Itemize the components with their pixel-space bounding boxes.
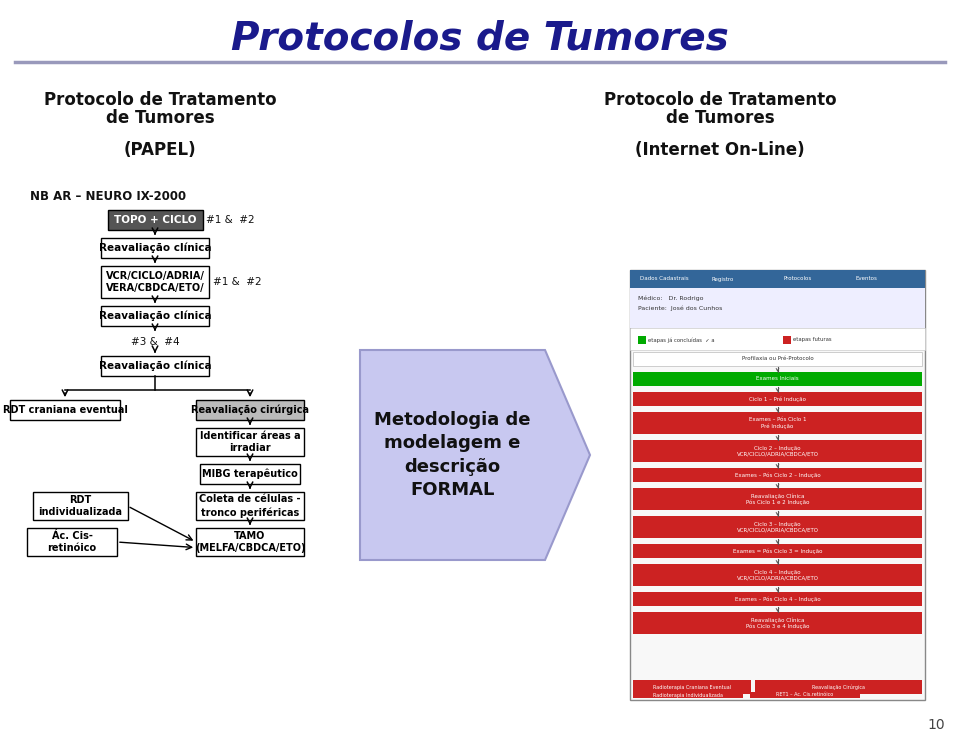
Text: Protocolos: Protocolos: [784, 277, 812, 281]
Text: Reavaliação cirúrgica: Reavaliação cirúrgica: [191, 404, 309, 416]
FancyBboxPatch shape: [750, 692, 860, 698]
FancyBboxPatch shape: [638, 336, 646, 344]
FancyBboxPatch shape: [633, 468, 922, 482]
Text: Exames – Pós Ciclo 4 – Indução: Exames – Pós Ciclo 4 – Indução: [734, 597, 821, 602]
Text: Reavaliação Clínica
Pós Ciclo 3 e 4 Indução: Reavaliação Clínica Pós Ciclo 3 e 4 Indu…: [746, 617, 809, 629]
Text: Identificar áreas a
irradiar: Identificar áreas a irradiar: [200, 431, 300, 453]
FancyBboxPatch shape: [630, 270, 925, 288]
Text: Reavaliação clínica: Reavaliação clínica: [99, 311, 211, 321]
Text: NB AR – NEURO IX-2000: NB AR – NEURO IX-2000: [30, 189, 186, 203]
Text: Radioterapia Individualizada: Radioterapia Individualizada: [653, 692, 723, 697]
Text: Protocolo de Tratamento: Protocolo de Tratamento: [44, 91, 276, 109]
Text: etapas futuras: etapas futuras: [793, 338, 831, 343]
FancyBboxPatch shape: [633, 564, 922, 586]
FancyBboxPatch shape: [630, 328, 925, 350]
Text: Protocolo de Tratamento: Protocolo de Tratamento: [604, 91, 836, 109]
Text: Ác. Cis-
retinóico: Ác. Cis- retinóico: [47, 531, 97, 554]
FancyBboxPatch shape: [633, 592, 922, 606]
FancyBboxPatch shape: [196, 400, 304, 420]
FancyBboxPatch shape: [27, 528, 117, 556]
Text: etapas já concluídas  ✓ a: etapas já concluídas ✓ a: [648, 338, 714, 343]
FancyBboxPatch shape: [633, 392, 922, 406]
Text: Profilaxia ou Pré-Protocolo: Profilaxia ou Pré-Protocolo: [742, 356, 813, 361]
FancyBboxPatch shape: [630, 270, 925, 700]
Text: Paciente:  José dos Cunhos: Paciente: José dos Cunhos: [638, 305, 722, 311]
FancyBboxPatch shape: [101, 266, 209, 298]
FancyBboxPatch shape: [783, 336, 791, 344]
FancyBboxPatch shape: [755, 680, 922, 694]
Text: Ciclo 4 – Indução
VCR/CICLO/ADRIA/CBDCA/ETO: Ciclo 4 – Indução VCR/CICLO/ADRIA/CBDCA/…: [736, 570, 819, 580]
FancyBboxPatch shape: [200, 464, 300, 484]
FancyBboxPatch shape: [101, 306, 209, 326]
Text: Exames – Pós Ciclo 2 – Indução: Exames – Pós Ciclo 2 – Indução: [734, 472, 821, 478]
FancyBboxPatch shape: [108, 210, 203, 230]
Text: Médico:   Dr. Rodrigo: Médico: Dr. Rodrigo: [638, 295, 704, 301]
Polygon shape: [360, 350, 590, 560]
Text: #3 &  #4: #3 & #4: [131, 337, 180, 347]
Text: Exames – Pós Ciclo 1
Pré Indução: Exames – Pós Ciclo 1 Pré Indução: [749, 417, 806, 429]
Text: RDT
individualizada: RDT individualizada: [38, 495, 122, 517]
Text: Coleta de células -
tronco periféricas: Coleta de células - tronco periféricas: [200, 494, 300, 517]
Text: MIBG terapêutico: MIBG terapêutico: [203, 469, 298, 479]
Text: (PAPEL): (PAPEL): [124, 141, 196, 159]
FancyBboxPatch shape: [633, 544, 922, 558]
Text: de Tumores: de Tumores: [665, 109, 775, 127]
Text: Ciclo 2 – Indução
VCR/CICLO/ADRIA/CBDCA/ETO: Ciclo 2 – Indução VCR/CICLO/ADRIA/CBDCA/…: [736, 446, 819, 456]
Text: #1 &  #2: #1 & #2: [213, 277, 262, 287]
FancyBboxPatch shape: [10, 400, 120, 420]
FancyBboxPatch shape: [633, 372, 922, 386]
FancyBboxPatch shape: [633, 412, 922, 434]
Text: 10: 10: [927, 718, 945, 732]
Text: Dados Cadastrais: Dados Cadastrais: [640, 277, 688, 281]
Text: Reavaliação clínica: Reavaliação clínica: [99, 361, 211, 371]
Text: Radioterapia Craniana Eventual: Radioterapia Craniana Eventual: [653, 685, 732, 689]
Text: Reavaliação Clínica
Pós Ciclo 1 e 2 Indução: Reavaliação Clínica Pós Ciclo 1 e 2 Indu…: [746, 493, 809, 505]
FancyBboxPatch shape: [633, 440, 922, 462]
FancyBboxPatch shape: [633, 488, 922, 510]
FancyBboxPatch shape: [196, 528, 304, 556]
Text: Eventos: Eventos: [856, 277, 877, 281]
FancyBboxPatch shape: [633, 352, 922, 366]
FancyBboxPatch shape: [633, 680, 751, 694]
FancyBboxPatch shape: [196, 428, 304, 456]
Text: Ciclo 1 – Pré Indução: Ciclo 1 – Pré Indução: [749, 396, 806, 401]
Text: Reavaliação Cirúrgica: Reavaliação Cirúrgica: [812, 684, 865, 690]
Text: Protocolos de Tumores: Protocolos de Tumores: [231, 19, 729, 57]
Text: RET1 – Ac. Cis.retinóico: RET1 – Ac. Cis.retinóico: [777, 692, 833, 697]
Text: #1 &  #2: #1 & #2: [206, 215, 255, 225]
Text: TOPO + CICLO: TOPO + CICLO: [113, 215, 196, 225]
FancyBboxPatch shape: [633, 692, 743, 698]
Text: TAMO
(MELFA/CBDCA/ETO): TAMO (MELFA/CBDCA/ETO): [195, 531, 305, 554]
Text: Registro: Registro: [712, 277, 734, 281]
FancyBboxPatch shape: [633, 612, 922, 634]
Text: Reavaliação clínica: Reavaliação clínica: [99, 243, 211, 253]
FancyBboxPatch shape: [33, 492, 128, 520]
FancyBboxPatch shape: [630, 288, 925, 328]
Text: Exames Iniciais: Exames Iniciais: [756, 376, 799, 381]
Text: (Internet On-Line): (Internet On-Line): [636, 141, 804, 159]
FancyBboxPatch shape: [196, 492, 304, 520]
Text: Ciclo 3 – Indução
VCR/CICLO/ADRIA/CBDCA/ETO: Ciclo 3 – Indução VCR/CICLO/ADRIA/CBDCA/…: [736, 522, 819, 533]
Text: Exames = Pós Ciclo 3 = Indução: Exames = Pós Ciclo 3 = Indução: [732, 548, 823, 554]
Text: RDT craniana eventual: RDT craniana eventual: [3, 405, 128, 415]
FancyBboxPatch shape: [101, 238, 209, 258]
Text: de Tumores: de Tumores: [106, 109, 214, 127]
Text: VCR/CICLO/ADRIA/
VERA/CBDCA/ETO/: VCR/CICLO/ADRIA/ VERA/CBDCA/ETO/: [106, 271, 204, 293]
FancyBboxPatch shape: [101, 356, 209, 376]
Text: Metodologia de
modelagem e
descrição
FORMAL: Metodologia de modelagem e descrição FOR…: [374, 410, 531, 499]
FancyBboxPatch shape: [633, 516, 922, 538]
